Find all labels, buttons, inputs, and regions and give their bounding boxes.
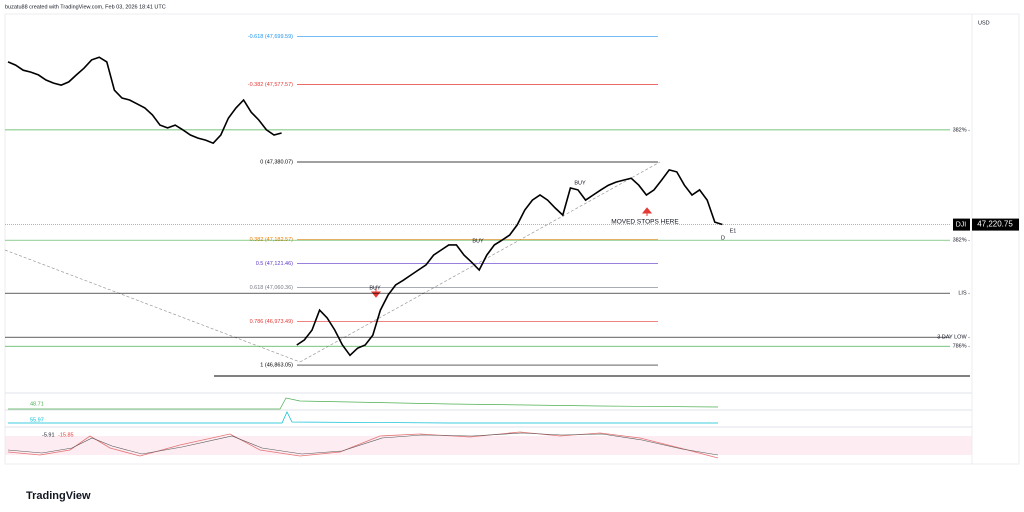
indicator-value: -15.85 — [58, 432, 74, 438]
fib-label: 0.618 (47,060.36) — [250, 285, 294, 291]
currency: USD — [978, 20, 990, 26]
level-label: 382% - — [953, 238, 971, 244]
fib-label: 0 (47,380.07) — [260, 159, 293, 165]
annotation: MOVED STOPS HERE — [611, 219, 679, 226]
level-label: 786% - — [953, 344, 971, 350]
trend-line — [299, 161, 661, 363]
fib-label: 0.786 (46,973.49) — [250, 319, 294, 325]
annotation: D — [721, 235, 725, 241]
trend-line — [4, 249, 301, 363]
indicator-value: -5.91 — [42, 432, 55, 438]
indicator-value: 55.97 — [30, 417, 44, 423]
level-label: LIS - — [958, 291, 970, 297]
price-line — [7, 56, 723, 357]
frame — [4, 13, 1020, 465]
fib-label: 0.5 (47,121.46) — [256, 261, 293, 267]
symbol-label: DJI — [956, 221, 967, 228]
symbol-tag — [953, 218, 970, 231]
level-label: 382% - — [953, 127, 971, 133]
stoch-signal — [7, 432, 719, 456]
logo: TradingView — [26, 490, 91, 502]
annotation: BUY — [369, 285, 381, 291]
rsi-line — [8, 411, 718, 424]
fib-label: -0.618 (47,699.59) — [248, 34, 293, 40]
annotation: BUY — [472, 238, 484, 244]
stoch-band — [5, 436, 972, 455]
logo-text: TradingView — [26, 490, 91, 502]
arrow — [370, 286, 382, 298]
level-label: 3 DAY LOW - — [937, 335, 970, 341]
price-tag — [972, 218, 1019, 231]
annotation: BUY — [574, 180, 586, 186]
attribution: buzatu88 created with TradingView.com, F… — [5, 4, 166, 10]
volume-line — [8, 397, 719, 410]
arrow — [641, 207, 653, 216]
fib-label: -0.382 (47,577.57) — [248, 82, 293, 88]
price-label: 47,220.75 — [977, 220, 1013, 229]
stoch-line — [7, 431, 719, 459]
fib-label: 1 (46,863.05) — [260, 363, 293, 369]
annotation: E1 — [730, 228, 737, 234]
indicator-value: 48.71 — [30, 401, 44, 407]
